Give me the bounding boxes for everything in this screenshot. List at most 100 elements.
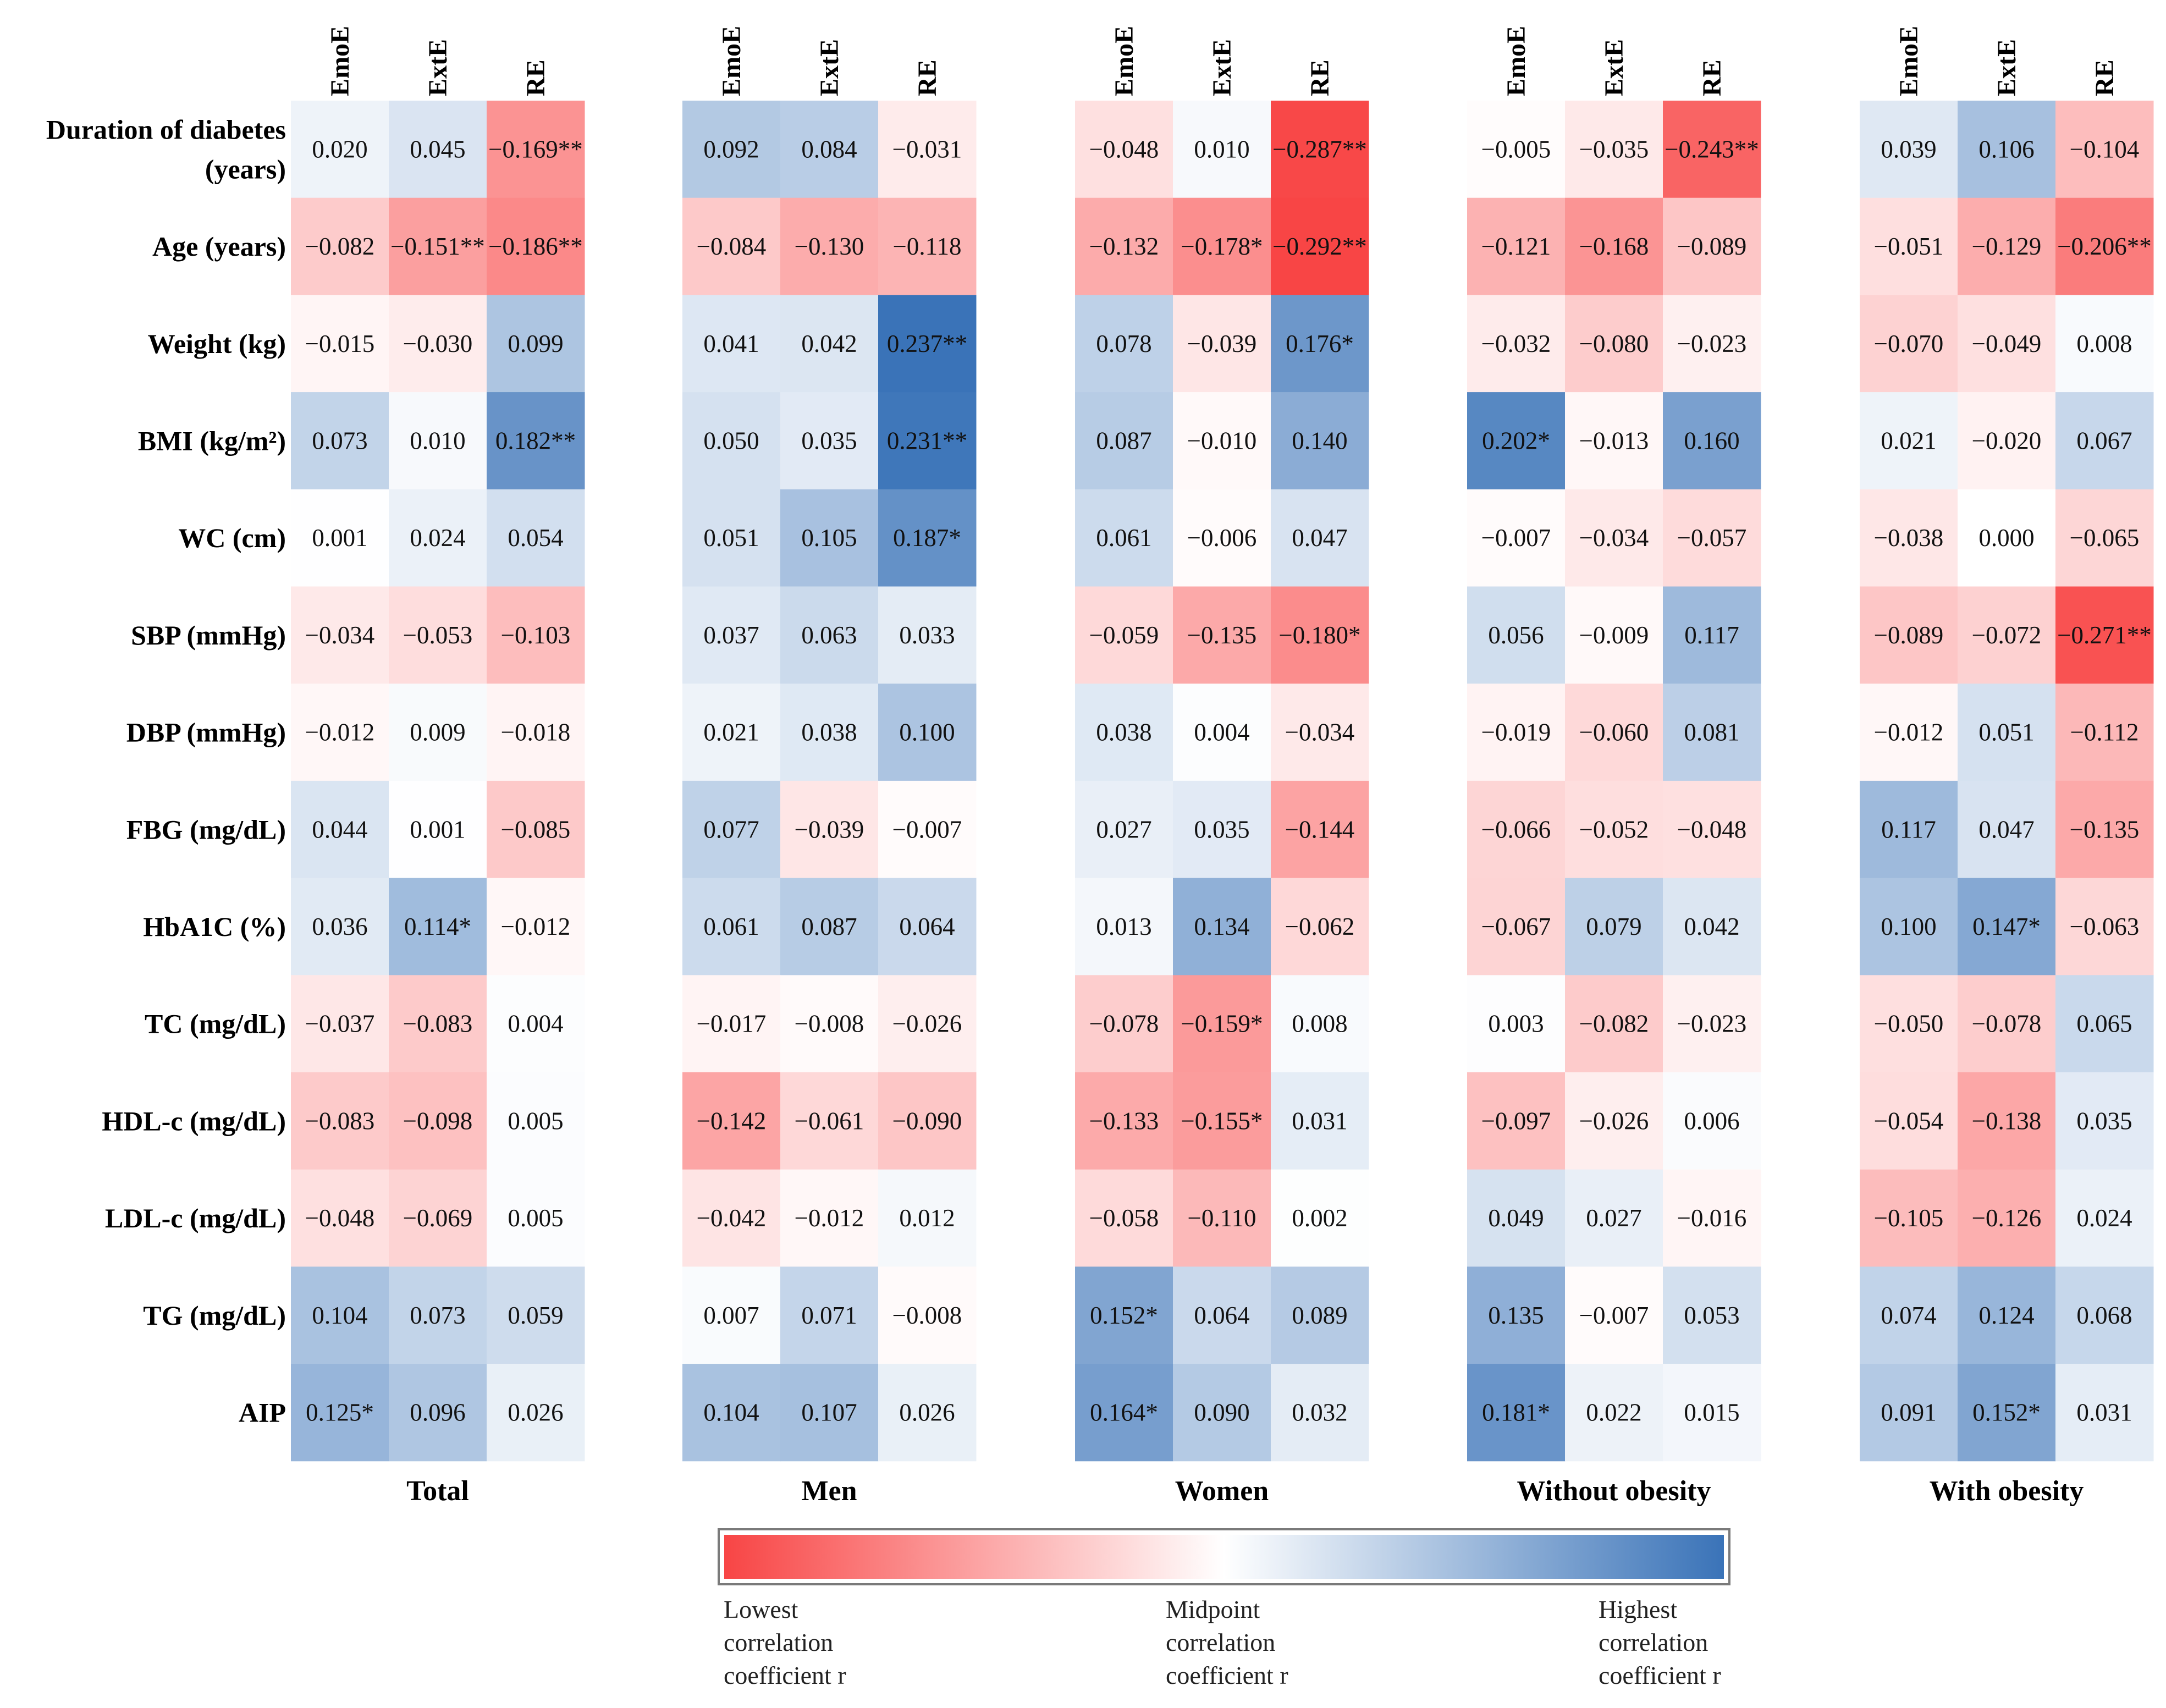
cell-value-label: 0.087 xyxy=(801,913,857,940)
cell-value-label: −0.048 xyxy=(1089,135,1159,163)
heatmap-cell xyxy=(1958,586,2056,684)
heatmap-cell xyxy=(1075,1072,1173,1170)
heatmap-cell xyxy=(487,684,585,781)
heatmap-cell xyxy=(389,197,487,295)
column-label: ExtE xyxy=(1992,39,2021,96)
panel-label: Men xyxy=(801,1475,857,1507)
heatmap-cell xyxy=(1663,295,1761,393)
cell-value-label: −0.008 xyxy=(795,1010,864,1038)
heatmap-cell xyxy=(1075,878,1173,976)
cell-value-label: 0.051 xyxy=(703,524,759,552)
heatmap-cell xyxy=(2055,1364,2154,1462)
cell-value-label: 0.032 xyxy=(1292,1398,1347,1426)
cell-value-label: −0.129 xyxy=(1972,233,2042,260)
heatmap-cell xyxy=(1173,878,1271,976)
heatmap-cell xyxy=(1271,684,1369,781)
cell-value-label: −0.039 xyxy=(795,816,864,843)
heatmap-cell xyxy=(389,489,487,587)
heatmap-cell xyxy=(389,392,487,490)
legend-low-label: Lowest correlation coefficient r xyxy=(724,1595,846,1689)
heatmap-cell xyxy=(780,295,879,393)
column-label: RE xyxy=(913,59,942,96)
heatmap-cell xyxy=(291,975,389,1073)
heatmap-cell xyxy=(1173,1266,1271,1364)
cell-value-label: 0.231** xyxy=(887,427,967,454)
heatmap-cell xyxy=(1271,392,1369,490)
heatmap-cell xyxy=(1467,1072,1566,1170)
heatmap-cell xyxy=(2055,101,2154,199)
heatmap-cell xyxy=(1860,295,1958,393)
heatmap-cell xyxy=(878,489,977,587)
cell-value-label: −0.039 xyxy=(1187,330,1257,357)
heatmap-cell xyxy=(487,489,585,587)
heatmap-cell xyxy=(1860,586,1958,684)
heatmap-cell xyxy=(1860,1364,1958,1462)
heatmap-cell xyxy=(1958,197,2056,295)
heatmap-cell xyxy=(291,489,389,587)
cell-value-label: 0.010 xyxy=(1194,135,1249,163)
heatmap-cell xyxy=(487,295,585,393)
heatmap-cell xyxy=(291,392,389,490)
cell-value-label: 0.010 xyxy=(410,427,465,454)
cell-value-label: 0.071 xyxy=(801,1302,857,1329)
row-label: TC (mg/dL) xyxy=(145,1009,286,1039)
cell-value-label: 0.181* xyxy=(1482,1398,1550,1426)
panel-label: Women xyxy=(1175,1475,1269,1507)
cell-value-label: −0.052 xyxy=(1579,816,1649,843)
heatmap-cell xyxy=(1565,1169,1663,1267)
heatmap-cell xyxy=(1075,1169,1173,1267)
cell-value-label: −0.038 xyxy=(1874,524,1944,552)
cell-value-label: 0.051 xyxy=(1978,719,2034,746)
cell-value-label: 0.021 xyxy=(1881,427,1936,454)
cell-value-label: −0.050 xyxy=(1874,1010,1944,1038)
cell-value-label: −0.012 xyxy=(1874,719,1944,746)
heatmap-cell xyxy=(1075,1364,1173,1462)
heatmap-cell xyxy=(1958,975,2056,1073)
heatmap-cell xyxy=(1958,780,2056,879)
cell-value-label: 0.104 xyxy=(312,1302,367,1329)
heatmap-cell xyxy=(878,1266,977,1364)
cell-value-label: 0.037 xyxy=(703,621,759,649)
heatmap-cell xyxy=(1663,684,1761,781)
heatmap-cell xyxy=(1663,878,1761,976)
heatmap-cell xyxy=(291,780,389,879)
cell-value-label: −0.020 xyxy=(1972,427,2042,454)
cell-value-label: 0.039 xyxy=(1881,135,1936,163)
cell-value-label: −0.155* xyxy=(1181,1107,1263,1134)
heatmap-cell xyxy=(1467,684,1566,781)
heatmap-cell xyxy=(1271,975,1369,1073)
cell-value-label: 0.006 xyxy=(1684,1107,1739,1134)
heatmap-cell xyxy=(1860,878,1958,976)
heatmap-cell xyxy=(389,975,487,1073)
cell-value-label: 0.140 xyxy=(1292,427,1347,454)
cell-value-label: 0.026 xyxy=(899,1398,955,1426)
heatmap-cell xyxy=(1271,1169,1369,1267)
cell-value-label: −0.032 xyxy=(1481,330,1551,357)
heatmap-cell xyxy=(1565,1364,1663,1462)
heatmap-cell xyxy=(2055,489,2154,587)
cell-value-label: −0.132 xyxy=(1089,233,1159,260)
cell-value-label: 0.067 xyxy=(2076,427,2132,454)
heatmap-cell xyxy=(487,392,585,490)
cell-value-label: 0.035 xyxy=(2076,1107,2132,1134)
cell-value-label: 0.012 xyxy=(899,1204,955,1232)
heatmap-cell xyxy=(2055,878,2154,976)
cell-value-label: −0.085 xyxy=(501,816,571,843)
cell-value-label: −0.019 xyxy=(1481,719,1551,746)
heatmap-panels: EmoE ExtE RE 0.020 0.045 −0.169** −0.082 −0.151… xyxy=(291,26,2154,1507)
cell-value-label: −0.159* xyxy=(1181,1010,1263,1038)
cell-value-label: 0.114* xyxy=(404,913,471,940)
heatmap-cell xyxy=(1663,489,1761,587)
heatmap-cell xyxy=(1860,1169,1958,1267)
heatmap-cell xyxy=(487,1169,585,1267)
cell-value-label: 0.059 xyxy=(508,1302,563,1329)
cell-value-label: −0.180* xyxy=(1278,621,1360,649)
heatmap-cell xyxy=(878,975,977,1073)
heatmap-cell xyxy=(389,1072,487,1170)
heatmap-cell xyxy=(1271,295,1369,393)
heatmap-cell xyxy=(1075,780,1173,879)
row-labels: Duration of diabetes (years) Age (years) We… xyxy=(46,114,286,1428)
cell-value-label: 0.024 xyxy=(410,524,465,552)
column-label: RE xyxy=(2090,59,2119,96)
heatmap-cell xyxy=(1565,489,1663,587)
